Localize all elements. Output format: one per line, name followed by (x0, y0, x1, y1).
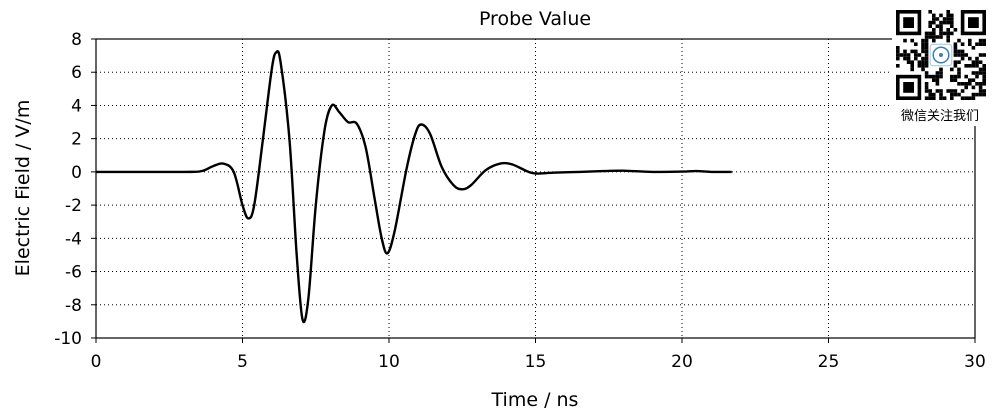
series-line (95, 49, 732, 324)
qr-badge[interactable]: 微信关注我们 (892, 6, 988, 126)
y-tick-label: 8 (71, 30, 82, 50)
series-group (95, 49, 732, 324)
y-tick-label: -8 (65, 296, 82, 316)
y-tick-label: -10 (54, 329, 82, 349)
x-tick-label: 5 (237, 352, 248, 372)
x-tick-label: 20 (671, 352, 693, 372)
chart-title: Probe Value (479, 8, 591, 30)
x-tick-label: 25 (818, 352, 840, 372)
y-tick-label: 4 (71, 96, 82, 116)
qr-code-icon[interactable] (896, 10, 986, 100)
x-tick-label: 0 (91, 352, 102, 372)
x-axis-ticks: 0 5 10 15 20 25 30 (91, 338, 986, 372)
y-tick-label: 2 (71, 130, 82, 150)
x-tick-label: 10 (378, 352, 400, 372)
y-tick-label: -2 (65, 196, 82, 216)
x-tick-label: 15 (525, 352, 547, 372)
y-tick-label: 6 (71, 63, 82, 83)
y-axis-label: Electric Field / V/m (12, 100, 34, 277)
qr-caption: 微信关注我们 (901, 109, 979, 124)
y-tick-label: -6 (65, 263, 82, 283)
x-axis-label: Time / ns (491, 389, 579, 411)
y-tick-label: -4 (65, 229, 82, 249)
grid (96, 39, 975, 338)
y-axis-ticks: 8 6 4 2 0 -2 -4 -6 -8 -10 (54, 30, 96, 349)
y-tick-label: 0 (71, 163, 82, 183)
x-tick-label: 30 (964, 352, 986, 372)
